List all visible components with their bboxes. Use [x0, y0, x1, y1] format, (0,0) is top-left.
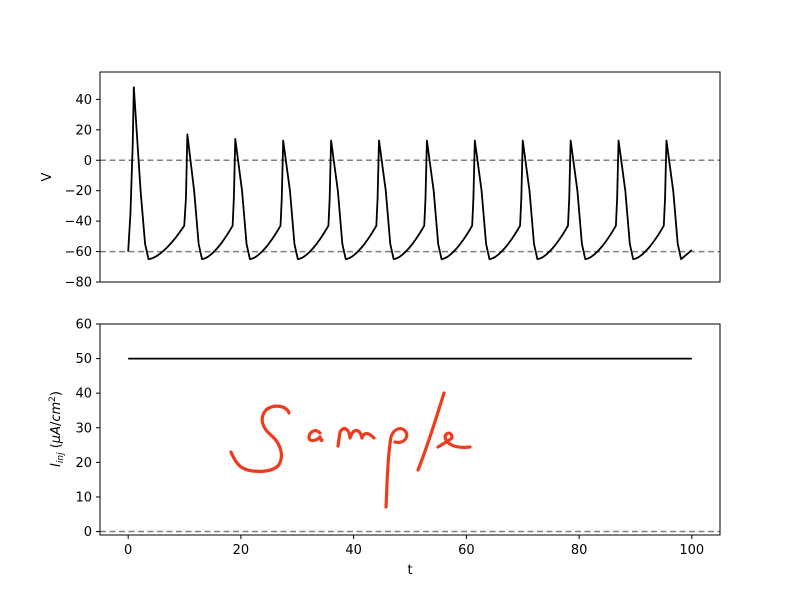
voltage-trace — [127, 86, 693, 261]
current-y-axis-label: Iinj (μA/cm2) — [48, 391, 66, 467]
y-tick-label: 60 — [75, 318, 92, 333]
x-tick-label: 0 — [124, 543, 132, 558]
voltage-y-axis-label: V — [40, 172, 55, 181]
y-tick-label: 0 — [84, 525, 92, 540]
x-tick-label: 60 — [458, 543, 475, 558]
x-tick-label: 20 — [233, 543, 250, 558]
voltage-axes-frame — [99, 71, 721, 283]
y-tick-label: −80 — [65, 276, 92, 291]
x-tick-label: 40 — [345, 543, 362, 558]
y-tick-label: −40 — [65, 215, 92, 230]
x-tick-label: 100 — [679, 543, 704, 558]
y-tick-label: 50 — [75, 352, 92, 367]
current-y-ticks: 0 10 20 30 40 50 60 — [75, 318, 100, 540]
sample-watermark — [229, 391, 472, 509]
current-axes-frame — [99, 323, 721, 536]
y-tick-label: 40 — [75, 387, 92, 402]
current-x-axis-label: t — [407, 563, 412, 578]
x-tick-label: 80 — [571, 543, 588, 558]
current-x-ticks: 0 20 40 60 80 100 — [124, 535, 704, 558]
y-tick-label: 20 — [75, 456, 92, 471]
current-panel: 0 10 20 30 40 50 60 0 20 40 60 80 100 t Iinj (μA/cm… — [48, 318, 721, 578]
y-tick-label: 40 — [75, 93, 92, 108]
y-tick-label: 0 — [84, 154, 92, 169]
voltage-panel: −80 −60 −40 −20 0 20 40 V — [40, 71, 721, 291]
y-tick-label: 20 — [75, 123, 92, 138]
voltage-reference-lines — [100, 159, 720, 253]
voltage-y-ticks: −80 −60 −40 −20 0 20 40 — [65, 93, 100, 291]
y-tick-label: −60 — [65, 245, 92, 260]
y-tick-label: −20 — [65, 184, 92, 199]
y-tick-label: 10 — [75, 490, 92, 505]
y-tick-label: 30 — [75, 421, 92, 436]
